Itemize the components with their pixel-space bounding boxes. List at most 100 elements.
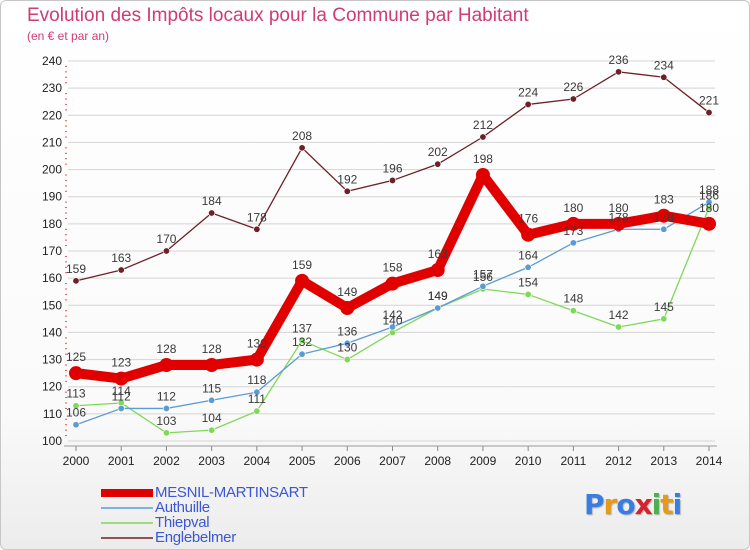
data-label: 159	[292, 258, 312, 272]
data-point	[162, 429, 170, 437]
data-label: 236	[609, 53, 629, 67]
data-label: 148	[563, 292, 583, 306]
data-point	[660, 73, 668, 81]
data-label: 118	[247, 373, 266, 387]
data-point	[615, 68, 623, 76]
data-label: 163	[428, 247, 448, 261]
data-point	[705, 198, 713, 206]
data-point	[204, 358, 219, 372]
data-label: 180	[609, 201, 629, 215]
data-label: 176	[518, 212, 538, 226]
data-label: 140	[382, 313, 402, 327]
data-label: 149	[428, 289, 448, 303]
legend-label: Thiepval	[155, 514, 210, 531]
data-point	[434, 304, 442, 312]
y-tick-label: 120	[42, 380, 62, 394]
data-point	[430, 263, 445, 277]
data-point	[340, 301, 355, 315]
data-point	[475, 168, 490, 182]
data-label: 234	[654, 58, 674, 72]
data-point	[117, 266, 125, 274]
x-tick-label: 2012	[605, 454, 632, 468]
data-label: 183	[654, 193, 674, 207]
data-point	[69, 366, 83, 381]
data-point	[388, 176, 396, 184]
x-tick-label: 2011	[560, 454, 586, 468]
y-tick-label: 130	[42, 353, 62, 367]
data-point	[479, 133, 487, 141]
data-point	[479, 282, 487, 290]
x-tick-label: 2005	[289, 454, 316, 468]
x-tick-label: 2003	[198, 454, 225, 468]
legend-swatch	[101, 489, 153, 497]
data-label: 212	[473, 118, 493, 132]
y-tick-label: 100	[42, 434, 62, 448]
data-label: 221	[699, 94, 719, 108]
data-point	[524, 100, 532, 108]
axes: 100 110 120 130 140 150 160 170 180 190 200 210 220 2…	[42, 54, 723, 468]
data-point	[249, 352, 264, 367]
logo-letter: i	[672, 488, 683, 521]
data-label: 170	[156, 232, 176, 246]
y-tick-label: 180	[42, 217, 62, 231]
data-label: 202	[428, 145, 448, 159]
data-labels: 159 163 170 184 178 208 192 196 202 212 224 226 236 2…	[66, 53, 719, 428]
data-point	[569, 239, 577, 247]
data-point	[298, 350, 306, 358]
data-label: 208	[292, 129, 312, 143]
series-authuille	[72, 198, 713, 429]
data-label: 112	[112, 389, 131, 403]
data-label: 198	[473, 152, 493, 166]
data-point	[566, 216, 581, 231]
y-tick-label: 210	[42, 135, 62, 149]
data-point	[569, 307, 577, 315]
data-point	[253, 388, 261, 396]
data-label: 226	[563, 80, 583, 94]
data-point	[208, 209, 216, 217]
data-label: 163	[111, 251, 131, 265]
logo-letter: t	[660, 488, 673, 521]
data-point	[656, 208, 671, 223]
legend-swatch	[101, 537, 153, 539]
data-label: 123	[111, 356, 131, 370]
data-point	[615, 323, 623, 331]
data-point	[208, 396, 216, 404]
y-tick-label: 110	[43, 407, 62, 421]
data-point	[611, 216, 626, 231]
data-label: 192	[337, 172, 357, 186]
data-label: 149	[428, 289, 448, 303]
legend-swatch	[101, 522, 153, 524]
x-tick-label: 2008	[424, 454, 451, 468]
data-label: 142	[609, 308, 629, 322]
proxiti-logo: Proxiti	[584, 488, 683, 521]
data-point	[253, 407, 261, 415]
logo-letter: r	[603, 488, 618, 521]
series-lines	[69, 68, 716, 437]
data-label: 188	[699, 183, 719, 197]
data-label: 186	[699, 189, 719, 203]
data-label: 158	[382, 261, 402, 275]
series-thiepval	[72, 204, 713, 437]
legend-label: MESNIL-MARTINSART	[155, 484, 308, 501]
data-label: 114	[112, 384, 131, 398]
x-tick-label: 2009	[470, 454, 497, 468]
data-label: 115	[202, 381, 221, 395]
series-englebelmer	[72, 68, 713, 285]
y-tick-label: 150	[42, 298, 62, 312]
data-label: 104	[202, 411, 222, 425]
data-point	[343, 356, 351, 364]
legend-label: Englebelmer	[155, 529, 236, 546]
x-tick-label: 2007	[379, 454, 406, 468]
logo-letter: x	[634, 488, 653, 521]
y-tick-label: 220	[42, 108, 62, 122]
data-label: 106	[66, 406, 86, 420]
x-tick-label: 2014	[696, 454, 723, 468]
data-point	[343, 187, 351, 195]
data-label: 196	[382, 161, 402, 175]
data-point	[162, 404, 170, 412]
data-point	[569, 95, 577, 103]
data-label: 145	[654, 300, 674, 314]
data-point	[72, 402, 80, 410]
data-label: 128	[156, 342, 176, 356]
